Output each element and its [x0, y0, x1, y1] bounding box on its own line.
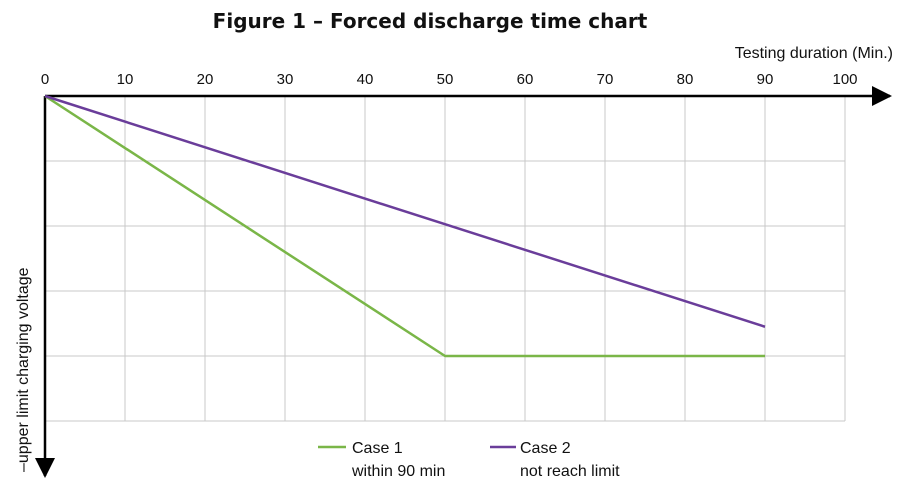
legend-label-case-1: Case 1 [352, 440, 403, 457]
y-axis-title: –upper limit charging voltage [15, 267, 32, 472]
legend-desc-case-2: not reach limit [520, 463, 620, 480]
x-tick-label: 80 [677, 71, 694, 88]
x-tick-label: 90 [757, 71, 774, 88]
x-tick-label: 100 [832, 71, 857, 88]
legend-desc-case-1: within 90 min [351, 463, 445, 480]
x-tick-labels: 0 10 20 30 40 50 60 70 80 90 100 [41, 71, 858, 88]
x-tick-label: 20 [197, 71, 214, 88]
x-axis-title: Testing duration (Min.) [735, 45, 893, 62]
x-tick-label: 70 [597, 71, 614, 88]
legend: Case 1 within 90 min Case 2 not reach li… [318, 440, 620, 480]
chart-title: Figure 1 – Forced discharge time chart [213, 9, 648, 33]
legend-label-case-2: Case 2 [520, 440, 571, 457]
x-tick-label: 0 [41, 71, 49, 88]
grid [45, 96, 846, 422]
series-line-case-2 [44, 94, 766, 328]
series-line-case-1 [44, 94, 765, 358]
x-tick-label: 30 [277, 71, 294, 88]
series-lines [44, 94, 766, 358]
x-tick-label: 40 [357, 71, 374, 88]
x-tick-label: 60 [517, 71, 534, 88]
x-tick-label: 10 [117, 71, 134, 88]
x-tick-label: 50 [437, 71, 454, 88]
